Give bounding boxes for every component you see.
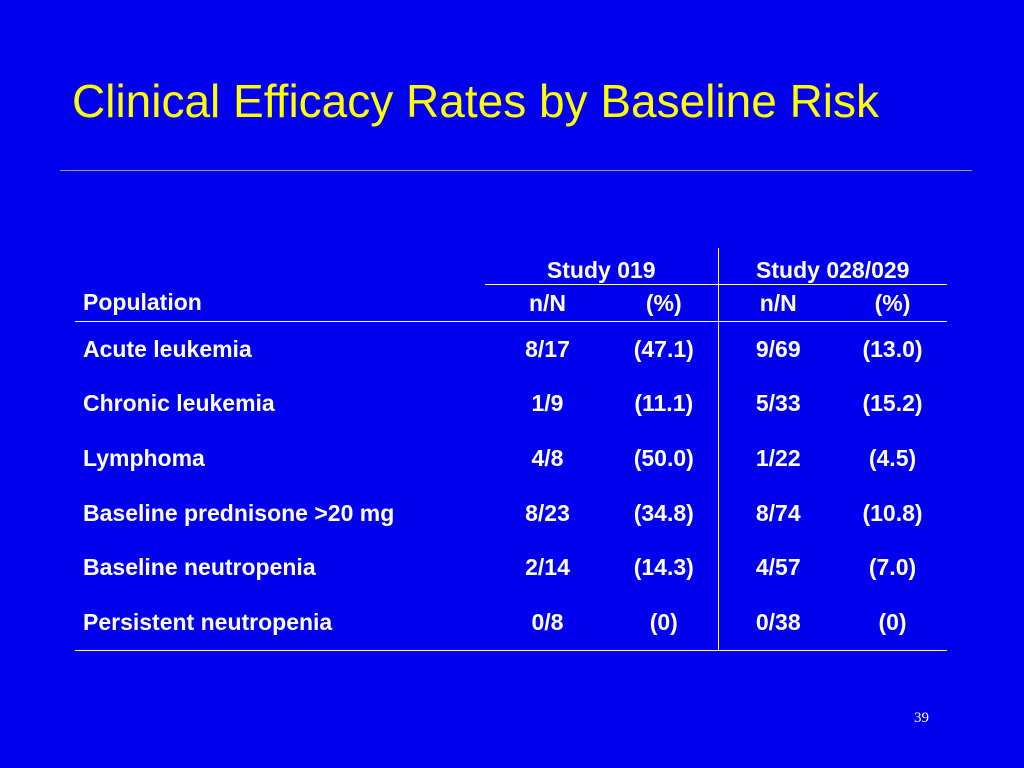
slide-title: Clinical Efficacy Rates by Baseline Risk <box>72 75 880 127</box>
s019-n-cell: 8/23 <box>525 499 570 526</box>
group-header-empty <box>75 248 485 285</box>
s019-n-cell: 1/9 <box>531 390 564 417</box>
title-divider <box>60 170 972 171</box>
table-row: Baseline neutropenia 2/14 (14.3) 4/57 (7… <box>75 540 947 595</box>
s028-n-cell: 5/33 <box>717 376 838 432</box>
s028-n-cell: 0/38 <box>717 594 838 651</box>
table-row: Lymphoma 4/8 (50.0) 1/22 (4.5) <box>75 431 947 486</box>
s019-pct-cell: (34.8) <box>633 499 694 526</box>
s019-n-cell: 2/14 <box>525 554 570 581</box>
column-header-s019-pct: (%) <box>610 284 718 322</box>
table-row: Baseline prednisone >20 mg 8/23 (34.8) 8… <box>75 485 947 541</box>
efficacy-table: Study 019 Study 028/029 Population n/N (… <box>75 248 948 651</box>
column-header-s028-pct: (%) <box>838 284 948 322</box>
s019-pct-cell: (0) <box>610 594 718 651</box>
s028-pct-cell: (13.0) <box>862 335 923 362</box>
s019-pct-cell: (50.0) <box>633 444 694 471</box>
s028-pct-cell: (15.2) <box>862 390 923 417</box>
group-header-row: Study 019 Study 028/029 <box>75 248 948 285</box>
population-cell: Acute leukemia <box>83 335 252 362</box>
population-cell: Chronic leukemia <box>83 390 275 417</box>
table-row: Persistent neutropenia 0/8 (0) 0/38 (0) <box>75 594 948 651</box>
population-cell: Baseline prednisone >20 mg <box>83 499 395 526</box>
efficacy-table-container: Study 019 Study 028/029 Population n/N (… <box>75 248 948 651</box>
s019-pct-cell: (47.1) <box>633 335 694 362</box>
s028-pct-cell: (0) <box>838 594 948 651</box>
column-header-s019-n: n/N <box>485 284 610 322</box>
s019-pct-cell: (11.1) <box>634 390 694 417</box>
population-cell: Lymphoma <box>83 444 205 471</box>
s028-n-cell: 9/69 <box>717 321 838 377</box>
s019-n-cell: 4/8 <box>531 444 564 471</box>
table-row: Acute leukemia 8/17 (47.1) 9/69 (13.0) <box>75 321 947 377</box>
population-cell: Persistent neutropenia <box>75 594 485 651</box>
table-row: Chronic leukemia 1/9 (11.1) 5/33 (15.2) <box>75 376 947 432</box>
s019-n-cell: 0/8 <box>485 594 610 651</box>
s028-n-cell: 4/57 <box>717 540 838 595</box>
column-header-population: Population <box>75 284 485 322</box>
group-header-study-019: Study 019 <box>485 248 718 285</box>
column-header-row: Population n/N (%) n/N (%) <box>75 284 948 322</box>
s019-pct-cell: (14.3) <box>633 554 694 581</box>
s019-n-cell: 8/17 <box>525 335 570 362</box>
page-number: 39 <box>914 710 929 726</box>
s028-n-cell: 1/22 <box>717 431 838 486</box>
group-header-study-028-029: Study 028/029 <box>717 248 948 285</box>
column-header-s028-n: n/N <box>717 284 838 322</box>
s028-pct-cell: (10.8) <box>862 499 923 526</box>
population-cell: Baseline neutropenia <box>83 554 316 581</box>
s028-n-cell: 8/74 <box>717 485 838 541</box>
s028-pct-cell: (7.0) <box>868 554 917 581</box>
s028-pct-cell: (4.5) <box>868 444 917 471</box>
